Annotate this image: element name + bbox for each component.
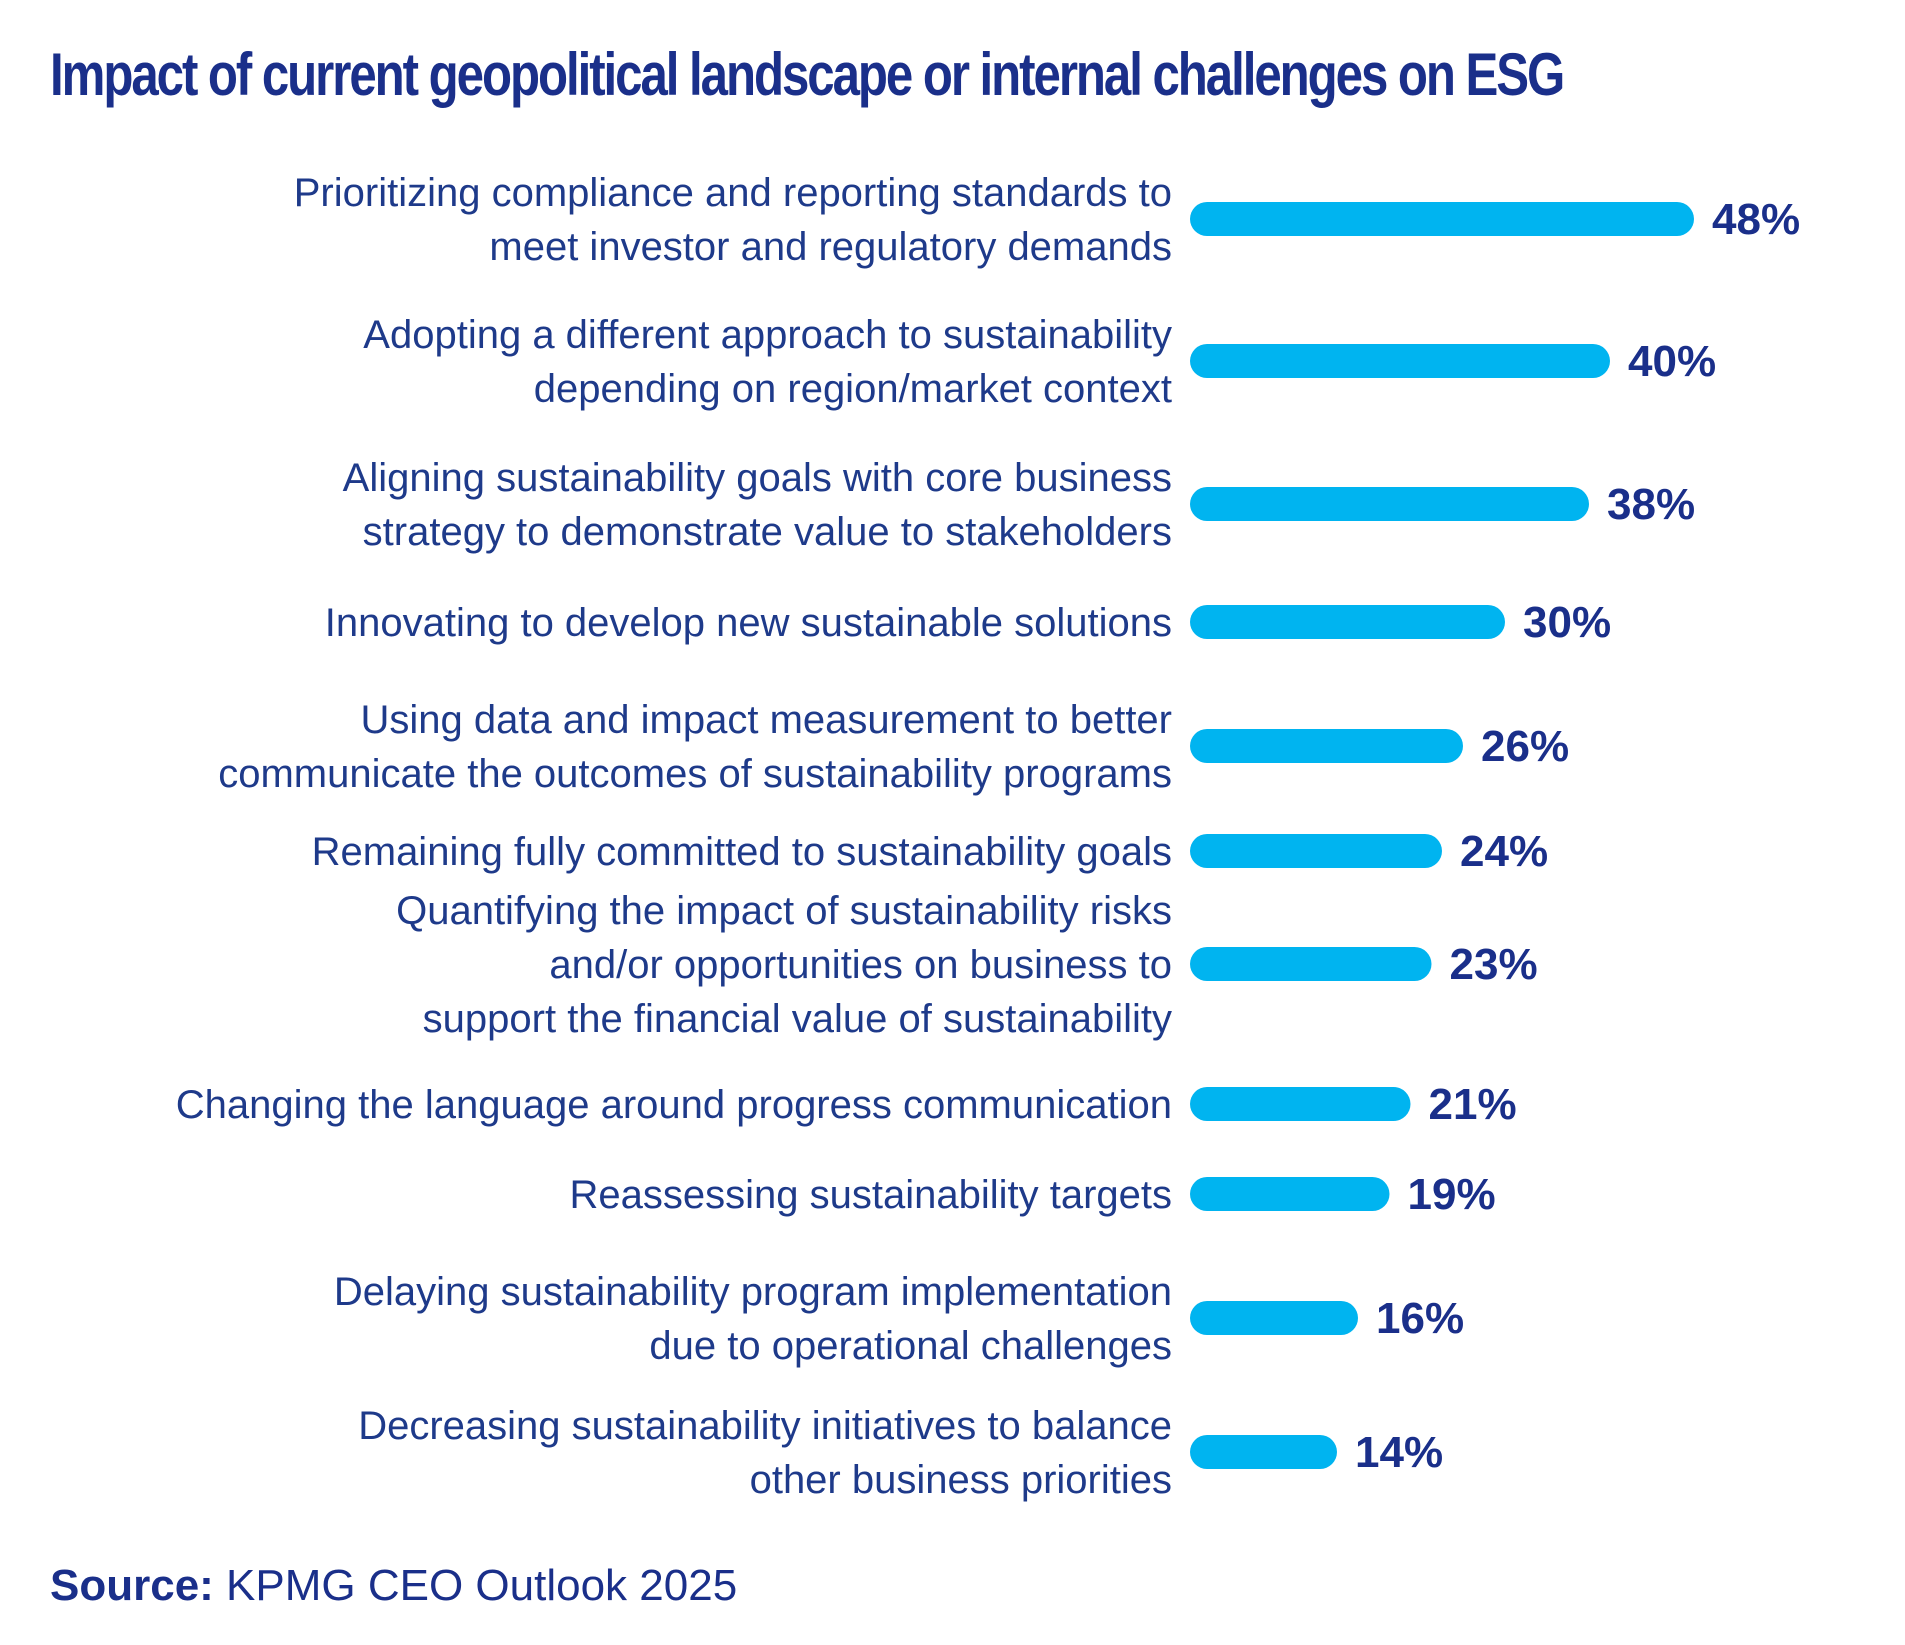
data-label: 23% bbox=[1450, 940, 1538, 989]
bar bbox=[1190, 487, 1589, 521]
bar-row: 23% Quantifying the impact of sustainabil… bbox=[396, 889, 1537, 1041]
bar-row: 24% Remaining fully committed to sustaina… bbox=[312, 827, 1548, 876]
data-label: 30% bbox=[1523, 598, 1611, 647]
data-label: 24% bbox=[1460, 827, 1548, 876]
bar-row: 19% Reassessing sustainability targets bbox=[569, 1170, 1495, 1219]
bar bbox=[1190, 202, 1694, 236]
category-label: and/or opportunities on business to bbox=[549, 943, 1172, 987]
category-label: Prioritizing compliance and reporting st… bbox=[294, 171, 1172, 215]
category-label: Remaining fully committed to sustainabil… bbox=[312, 830, 1172, 874]
data-label: 48% bbox=[1712, 195, 1800, 244]
bar bbox=[1190, 1435, 1337, 1469]
category-label: strategy to demonstrate value to stakeho… bbox=[363, 510, 1172, 554]
category-label: support the financial value of sustainab… bbox=[423, 997, 1172, 1041]
category-label: Delaying sustainability program implemen… bbox=[334, 1270, 1172, 1314]
bar bbox=[1190, 834, 1442, 868]
bar bbox=[1190, 1087, 1411, 1121]
bar-row: 40% Adopting a different approach to sust… bbox=[363, 313, 1716, 411]
data-label: 26% bbox=[1481, 722, 1569, 771]
source-text: KPMG CEO Outlook 2025 bbox=[213, 1561, 738, 1610]
category-label: depending on region/market context bbox=[534, 367, 1172, 411]
bar-row: 16% Delaying sustainability program imple… bbox=[334, 1270, 1464, 1368]
category-label: Aligning sustainability goals with core … bbox=[343, 456, 1172, 500]
bar-row: 26% Using data and impact measurement to … bbox=[218, 698, 1569, 796]
category-label: Reassessing sustainability targets bbox=[569, 1173, 1172, 1217]
bar-row: 21% Changing the language around progress… bbox=[176, 1080, 1517, 1129]
category-label: Innovating to develop new sustainable so… bbox=[325, 601, 1172, 645]
bar bbox=[1190, 729, 1463, 763]
category-label: Quantifying the impact of sustainability… bbox=[396, 889, 1172, 933]
category-label: due to operational challenges bbox=[649, 1324, 1172, 1368]
bar-row: 14% Decreasing sustainability initiatives… bbox=[358, 1404, 1443, 1502]
data-label: 16% bbox=[1376, 1294, 1464, 1343]
category-label: Using data and impact measurement to bet… bbox=[360, 698, 1172, 742]
category-label: Adopting a different approach to sustain… bbox=[363, 313, 1172, 357]
source-prefix: Source: bbox=[50, 1561, 214, 1610]
data-label: 14% bbox=[1355, 1428, 1443, 1477]
category-label: meet investor and regulatory demands bbox=[489, 225, 1172, 269]
data-label: 19% bbox=[1408, 1170, 1496, 1219]
bar bbox=[1190, 947, 1432, 981]
bar-row: 30% Innovating to develop new sustainable… bbox=[325, 598, 1611, 647]
bar-row: 48% Prioritizing compliance and reporting… bbox=[294, 171, 1800, 269]
bars: 48% Prioritizing compliance and reporting… bbox=[176, 171, 1800, 1502]
bar-row: 38% Aligning sustainability goals with co… bbox=[343, 456, 1695, 554]
source-note: Source: KPMG CEO Outlook 2025 bbox=[50, 1556, 737, 1616]
data-label: 38% bbox=[1607, 480, 1695, 529]
category-label: communicate the outcomes of sustainabili… bbox=[218, 752, 1172, 796]
category-label: Decreasing sustainability initiatives to… bbox=[358, 1404, 1172, 1448]
data-label: 40% bbox=[1628, 337, 1716, 386]
data-label: 21% bbox=[1429, 1080, 1517, 1129]
bar bbox=[1190, 1301, 1358, 1335]
bar bbox=[1190, 605, 1505, 639]
category-label: other business priorities bbox=[750, 1458, 1172, 1502]
category-label: Changing the language around progress co… bbox=[176, 1083, 1172, 1127]
bar bbox=[1190, 1177, 1390, 1211]
bar bbox=[1190, 344, 1610, 378]
chart-title: Impact of current geopolitical landscape… bbox=[50, 41, 1565, 108]
